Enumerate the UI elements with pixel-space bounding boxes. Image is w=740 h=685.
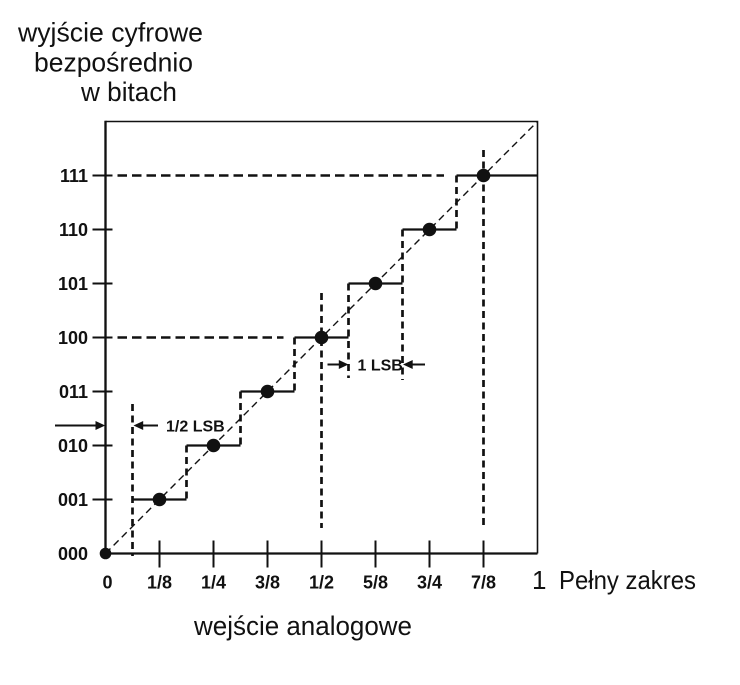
svg-text:100: 100 (58, 328, 88, 348)
svg-text:1/4: 1/4 (201, 573, 226, 593)
svg-text:010: 010 (58, 436, 88, 456)
svg-text:1/2 LSB: 1/2 LSB (166, 419, 225, 436)
svg-text:w bitach: w bitach (80, 77, 177, 107)
svg-text:1 LSB: 1 LSB (358, 358, 403, 375)
svg-text:Pełny zakres: Pełny zakres (559, 565, 696, 595)
svg-text:3/8: 3/8 (255, 573, 280, 593)
svg-text:7/8: 7/8 (471, 573, 496, 593)
svg-text:wejście analogowe: wejście analogowe (193, 611, 412, 641)
svg-text:110: 110 (59, 220, 88, 240)
svg-text:1: 1 (532, 565, 546, 595)
svg-text:111: 111 (60, 166, 88, 186)
svg-text:1/8: 1/8 (147, 573, 172, 593)
svg-text:5/8: 5/8 (363, 573, 388, 593)
svg-text:000: 000 (58, 544, 88, 564)
svg-text:001: 001 (58, 490, 88, 510)
svg-text:011: 011 (59, 382, 88, 402)
svg-text:wyjście cyfrowe: wyjście cyfrowe (17, 18, 203, 48)
svg-text:bezpośrednio: bezpośrednio (34, 48, 193, 78)
svg-text:1/2: 1/2 (309, 573, 334, 593)
svg-text:101: 101 (58, 274, 88, 294)
svg-text:0: 0 (102, 573, 112, 593)
svg-text:3/4: 3/4 (417, 573, 442, 593)
